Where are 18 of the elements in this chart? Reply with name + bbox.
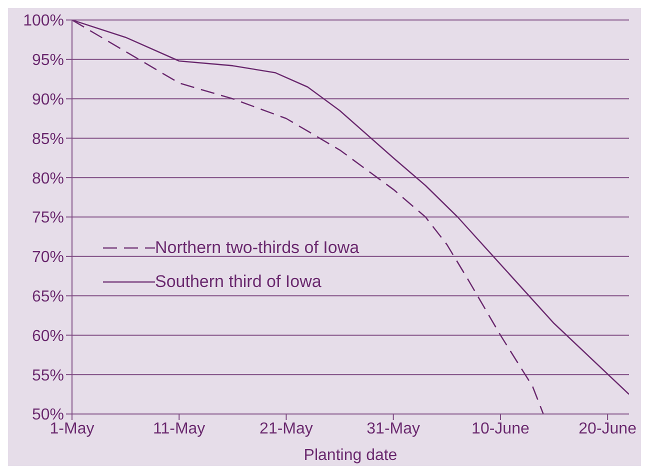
x-axis-title: Planting date bbox=[304, 447, 398, 464]
y-tick-label: 80% bbox=[32, 170, 64, 188]
y-tick-label: 100% bbox=[23, 12, 64, 30]
legend-label: Southern third of Iowa bbox=[155, 272, 322, 292]
y-tick-label: 55% bbox=[32, 367, 64, 384]
x-tick-label: 21-May bbox=[260, 420, 313, 438]
y-tick-label: 85% bbox=[32, 130, 64, 148]
y-tick-label: 70% bbox=[32, 249, 64, 266]
y-tick-label: 90% bbox=[32, 91, 64, 108]
y-tick-label: 95% bbox=[32, 52, 64, 70]
x-tick-label: 11-May bbox=[153, 420, 206, 438]
y-tick-label: 65% bbox=[32, 288, 64, 306]
legend-label: Northern two-thirds of Iowa bbox=[155, 238, 360, 258]
x-tick-label: 10-June bbox=[472, 420, 530, 438]
x-tick-label: 20-June bbox=[578, 420, 637, 438]
y-tick-label: 60% bbox=[32, 328, 64, 345]
y-tick-label: 75% bbox=[32, 210, 64, 227]
x-tick-label: 31-May bbox=[366, 420, 420, 438]
